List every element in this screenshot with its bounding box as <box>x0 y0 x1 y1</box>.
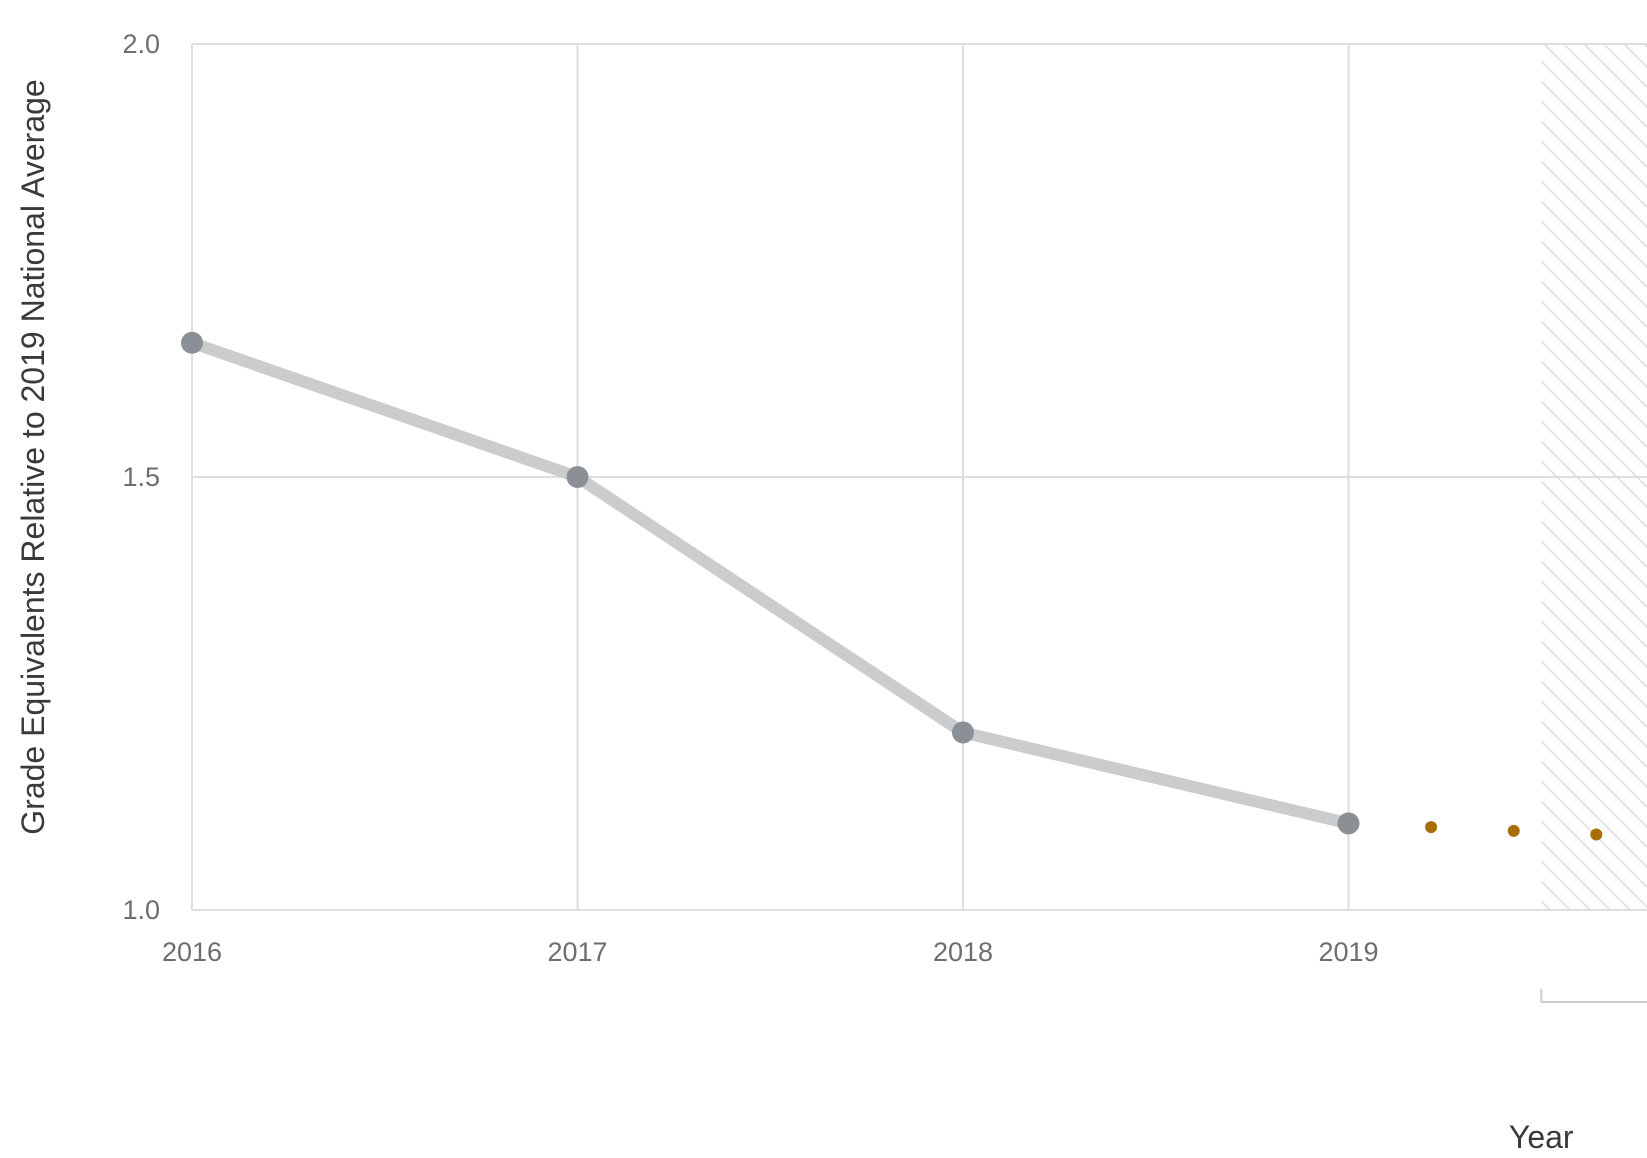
x-tick-label: 2017 <box>547 937 607 967</box>
no-data-bracket <box>1540 989 1647 1003</box>
projection-dot <box>1425 821 1438 834</box>
data-point-2016 <box>181 331 203 354</box>
no-data-annotation: NO DATA <box>1540 989 1647 1003</box>
x-tick-label: 2018 <box>933 937 993 967</box>
y-tick-label: 1.0 <box>122 895 160 925</box>
y-tick-label: 1.5 <box>122 462 160 492</box>
tick-labels: 1.01.52.02016201720182019202020212022202… <box>122 29 1378 967</box>
series-line-pre-pandemic <box>186 336 1355 830</box>
x-axis-title: Year <box>1509 1119 1574 1155</box>
data-point-2018 <box>952 721 974 744</box>
projection-dot <box>1590 828 1603 841</box>
x-tick-label: 2016 <box>162 937 222 967</box>
y-tick-label: 2.0 <box>122 29 160 59</box>
gridlines <box>191 43 1647 911</box>
y-axis-title: Grade Equivalents Relative to 2019 Natio… <box>15 79 51 834</box>
series-lines <box>186 336 1603 841</box>
x-tick-label: 2019 <box>1318 937 1378 967</box>
series-markers <box>181 331 1360 835</box>
data-point-2019 <box>1337 812 1360 835</box>
projection-dot <box>1507 824 1520 837</box>
data-point-2017 <box>566 466 589 488</box>
